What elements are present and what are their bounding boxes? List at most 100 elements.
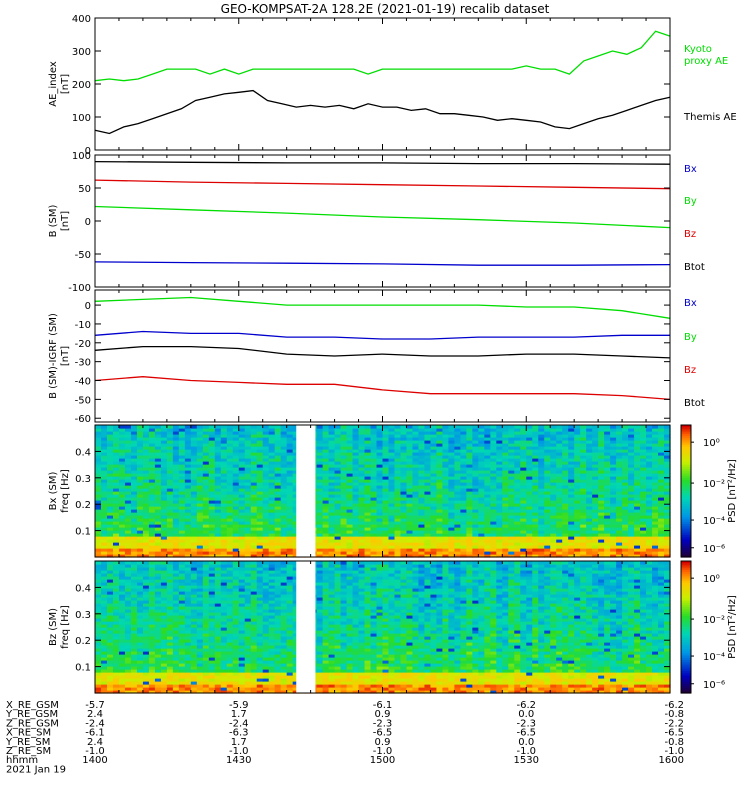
y-axis-unit: [nT] [60, 74, 71, 94]
spectrogram-cell [430, 425, 437, 429]
y-tick-label: -100 [68, 283, 91, 294]
series-line [95, 91, 670, 134]
panel-frame [95, 155, 670, 287]
y-tick-label: -50 [75, 395, 91, 406]
spectrogram-cell [191, 425, 198, 429]
series-line [95, 332, 670, 340]
spectrogram-cell [532, 425, 539, 429]
spectrogram-cell [335, 425, 342, 429]
legend-label: By [684, 332, 697, 343]
spectrogram-cell [167, 425, 174, 429]
spectrogram-cell [490, 425, 497, 429]
spectrogram-cell [454, 425, 461, 429]
spectrogram-cell [556, 425, 563, 429]
spectrogram-cell [604, 425, 611, 429]
y-tick-label: -20 [75, 339, 91, 350]
legend-label: Bx [684, 164, 697, 175]
legend-label: Themis AE [683, 112, 737, 123]
series-line [95, 31, 670, 80]
colorbar-tick-label: 10⁻² [703, 479, 725, 490]
spectrogram-cell [107, 425, 114, 429]
legend-label: Btot [684, 262, 705, 273]
chart-title: GEO-KOMPSAT-2A 128.2E (2021-01-19) recal… [221, 2, 550, 16]
spectrogram-cell [406, 425, 413, 429]
y-axis-unit: [nT] [60, 211, 71, 231]
colorbar-tick-label: 10⁰ [703, 438, 720, 449]
legend-label: Bx [684, 298, 697, 309]
spectrogram-cell [317, 425, 324, 429]
y-axis-label: AE_index [48, 61, 59, 107]
spectrogram-cell [628, 425, 635, 429]
spectrogram-cell [197, 425, 204, 429]
spectrogram-cell [359, 425, 366, 429]
spectrogram-cell [251, 425, 258, 429]
y-tick-label: 200 [72, 80, 91, 91]
spectrogram-cell [394, 425, 401, 429]
spectrogram-cell [179, 425, 186, 429]
panel-frame [95, 18, 670, 150]
spectrogram-cell [646, 425, 653, 429]
spectrogram-cell [652, 425, 659, 429]
spectrogram-cell [245, 425, 252, 429]
y-tick-label: 400 [72, 14, 91, 25]
spectrogram-cell [347, 425, 354, 429]
spectrogram-cell [562, 425, 569, 429]
spectrogram-cell [173, 425, 180, 429]
spectrogram-cell [574, 425, 581, 429]
spectrogram-cell [239, 425, 246, 429]
spectrogram-cell [227, 425, 234, 429]
spectrogram-cell [221, 425, 228, 429]
spectrogram-cell [514, 425, 521, 429]
spectrogram-cell [287, 425, 294, 429]
spectrogram-cell [466, 425, 473, 429]
y-tick-label: -10 [75, 320, 91, 331]
y-axis-label: B (SM) [48, 204, 59, 237]
spectrogram-cell [610, 425, 617, 429]
spectrogram-cell [658, 425, 665, 429]
series-line [95, 180, 670, 189]
spectrogram-cell [478, 425, 485, 429]
series-line [95, 162, 670, 165]
colorbar-label: PSD [nT²/Hz] [727, 459, 738, 523]
spectrogram-cell [442, 425, 449, 429]
y-tick-label: -60 [75, 414, 91, 425]
spectrogram-cell [580, 425, 587, 429]
bz-spectrogram-cells [95, 561, 671, 694]
spectrogram-cell [323, 425, 330, 429]
spectrogram-cell [550, 425, 557, 429]
spectrogram-cell [215, 425, 222, 429]
y-axis-unit: [nT] [60, 346, 71, 366]
legend-label: Bz [684, 229, 696, 240]
spectrogram-cell [502, 425, 509, 429]
data-gap [296, 425, 315, 557]
series-line [95, 347, 670, 358]
spectrogram-cell [131, 425, 138, 429]
spectrogram-cell [418, 425, 425, 429]
spectrogram-cell [155, 425, 162, 429]
spectrogram-cell [341, 425, 348, 429]
spectrogram-cell [484, 425, 491, 429]
y-axis-unit: freq [Hz] [60, 469, 71, 513]
y-tick-label: 0 [85, 217, 91, 228]
spectrogram-cell [436, 425, 443, 429]
y-tick-label: 0.3 [75, 474, 91, 485]
panel-frame [95, 290, 670, 422]
spectrogram-cell [622, 425, 629, 429]
legend-label: Bz [684, 365, 696, 376]
spectrogram-cell [371, 425, 378, 429]
legend-label: By [684, 196, 697, 207]
legend-label: proxy AE [684, 56, 728, 67]
y-tick-label: 50 [78, 184, 91, 195]
spectrogram-cell [526, 425, 533, 429]
colorbar-tick-label: 10⁻⁶ [703, 544, 725, 555]
spectrogram-cell [143, 425, 150, 429]
spectrogram-cell [634, 425, 641, 429]
y-tick-label: 0.2 [75, 500, 91, 511]
series-line [95, 377, 670, 400]
spectrogram-cell [460, 425, 467, 429]
